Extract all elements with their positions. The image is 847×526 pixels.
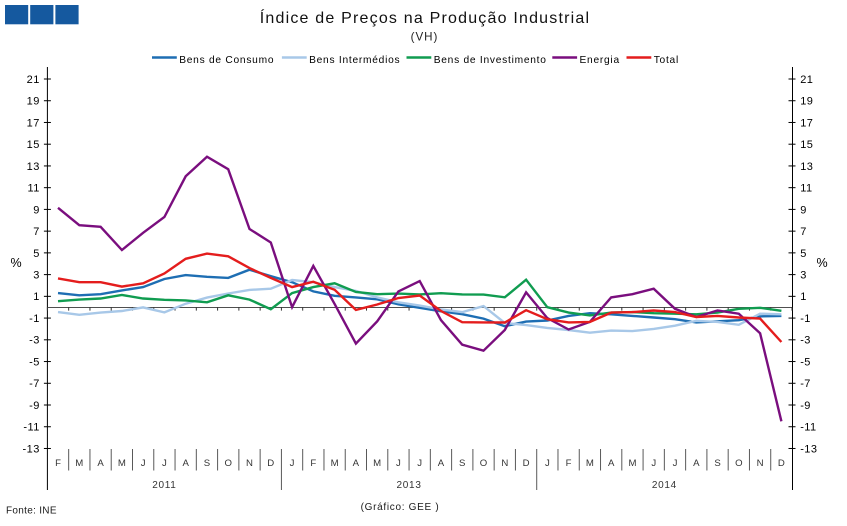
svg-text:3: 3 xyxy=(33,270,40,282)
svg-text:13: 13 xyxy=(800,161,813,173)
svg-text:M: M xyxy=(586,458,594,469)
svg-text:21: 21 xyxy=(800,74,813,86)
svg-text:J: J xyxy=(651,458,656,469)
svg-text:1: 1 xyxy=(800,291,807,303)
svg-text:F: F xyxy=(310,458,316,469)
svg-text:M: M xyxy=(331,458,339,469)
svg-text:-5: -5 xyxy=(29,356,40,368)
svg-text:2013: 2013 xyxy=(397,480,422,491)
svg-text:%: % xyxy=(10,256,21,270)
svg-text:19: 19 xyxy=(27,96,40,108)
svg-text:15: 15 xyxy=(27,139,40,151)
svg-text:A: A xyxy=(608,458,615,469)
svg-text:-7: -7 xyxy=(29,378,40,390)
svg-text:11: 11 xyxy=(800,183,812,195)
svg-text:13: 13 xyxy=(27,161,40,173)
svg-text:J: J xyxy=(162,458,167,469)
svg-text:J: J xyxy=(417,458,422,469)
svg-text:2014: 2014 xyxy=(652,480,677,491)
svg-text:-11: -11 xyxy=(23,422,39,434)
svg-text:-1: -1 xyxy=(29,313,40,325)
svg-text:N: N xyxy=(246,458,253,469)
svg-text:O: O xyxy=(735,458,742,469)
svg-text:21: 21 xyxy=(27,74,40,86)
svg-text:D: D xyxy=(523,458,530,469)
svg-text:A: A xyxy=(97,458,104,469)
svg-text:M: M xyxy=(373,458,381,469)
svg-text:-9: -9 xyxy=(29,400,40,412)
svg-text:5: 5 xyxy=(33,248,40,260)
svg-text:M: M xyxy=(118,458,126,469)
svg-text:Bens de Consumo: Bens de Consumo xyxy=(179,55,274,66)
svg-text:Fonte: INE: Fonte: INE xyxy=(6,506,57,517)
svg-text:%: % xyxy=(816,256,827,270)
svg-text:F: F xyxy=(566,458,572,469)
svg-text:3: 3 xyxy=(800,270,807,282)
svg-text:S: S xyxy=(714,458,720,469)
svg-text:O: O xyxy=(224,458,231,469)
svg-text:M: M xyxy=(628,458,636,469)
svg-text:-1: -1 xyxy=(800,313,811,325)
svg-text:D: D xyxy=(267,458,274,469)
svg-text:M: M xyxy=(75,458,83,469)
svg-text:N: N xyxy=(757,458,764,469)
svg-text:Total: Total xyxy=(654,55,679,66)
svg-text:A: A xyxy=(353,458,360,469)
svg-text:1: 1 xyxy=(33,291,40,303)
svg-text:A: A xyxy=(182,458,189,469)
svg-text:-7: -7 xyxy=(800,378,811,390)
svg-text:D: D xyxy=(778,458,785,469)
svg-text:-13: -13 xyxy=(23,443,40,455)
svg-text:Energia: Energia xyxy=(580,55,620,66)
svg-text:15: 15 xyxy=(800,139,813,151)
svg-text:7: 7 xyxy=(800,226,807,238)
svg-text:11: 11 xyxy=(27,183,39,195)
svg-text:J: J xyxy=(290,458,295,469)
svg-text:A: A xyxy=(693,458,700,469)
svg-text:(Gráfico: GEE ): (Gráfico: GEE ) xyxy=(361,502,440,513)
svg-text:-3: -3 xyxy=(29,335,40,347)
svg-text:-3: -3 xyxy=(800,335,811,347)
svg-text:N: N xyxy=(501,458,508,469)
svg-text:2011: 2011 xyxy=(152,480,176,491)
svg-text:Índice de Preços na Produção I: Índice de Preços na Produção Industrial xyxy=(260,8,591,27)
svg-text:5: 5 xyxy=(800,248,807,260)
svg-text:9: 9 xyxy=(33,204,40,216)
svg-text:Bens Intermédios: Bens Intermédios xyxy=(309,55,400,66)
svg-text:17: 17 xyxy=(800,117,813,129)
svg-text:17: 17 xyxy=(27,117,40,129)
svg-text:-13: -13 xyxy=(800,443,817,455)
svg-text:J: J xyxy=(673,458,678,469)
svg-text:S: S xyxy=(459,458,465,469)
svg-text:-9: -9 xyxy=(800,400,811,412)
svg-text:19: 19 xyxy=(800,96,813,108)
svg-text:7: 7 xyxy=(33,226,40,238)
svg-text:-5: -5 xyxy=(800,356,811,368)
svg-text:F: F xyxy=(55,458,61,469)
svg-text:(VH): (VH) xyxy=(411,31,439,44)
svg-text:J: J xyxy=(396,458,401,469)
svg-text:J: J xyxy=(545,458,550,469)
svg-text:J: J xyxy=(141,458,146,469)
svg-text:9: 9 xyxy=(800,204,807,216)
svg-text:A: A xyxy=(438,458,445,469)
svg-text:S: S xyxy=(204,458,210,469)
svg-text:Bens de Investimento: Bens de Investimento xyxy=(434,55,547,66)
svg-text:O: O xyxy=(480,458,487,469)
svg-text:-11: -11 xyxy=(800,422,816,434)
